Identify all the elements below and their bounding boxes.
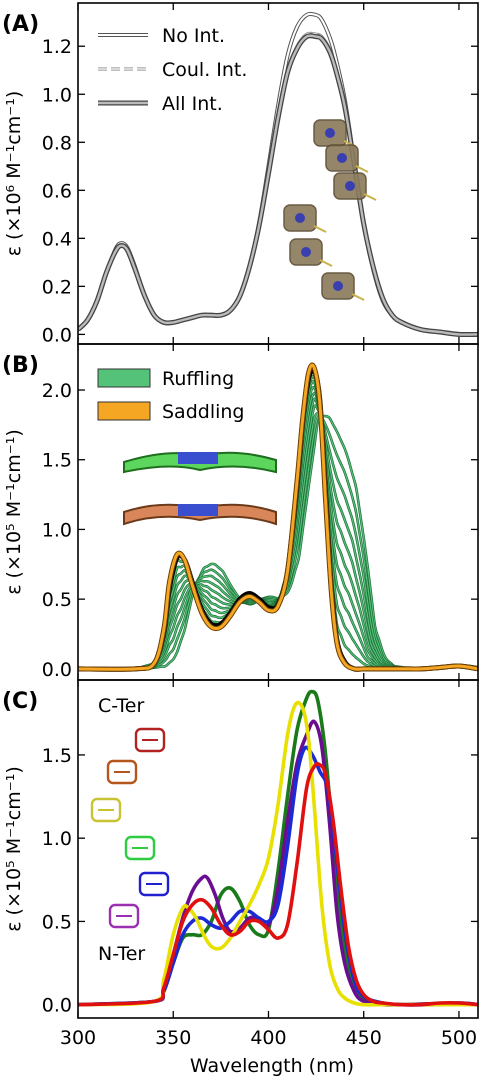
plot-area xyxy=(78,362,478,672)
porphyrin-sequence xyxy=(90,727,170,929)
legend-label: Coul. Int. xyxy=(162,59,247,81)
plot-area xyxy=(78,689,478,1007)
y-tick-label: 1.0 xyxy=(42,828,72,850)
ruffling-curve xyxy=(78,398,478,670)
porphyrin-center xyxy=(325,128,335,138)
panel-label: (B) xyxy=(2,353,39,378)
series-no-int-fill xyxy=(78,12,478,336)
y-axis-label: ε (×10⁵ M⁻¹cm⁻¹) xyxy=(3,766,25,932)
ruffling-curve xyxy=(78,412,478,670)
ruffling-curve xyxy=(78,380,478,670)
panel-a: 0.0 0.2 0.4 0.6 0.8 1.0 1.2(A) ε (×10⁶ M⁻¹cm⁻¹)… xyxy=(2,2,479,346)
series-4 xyxy=(78,761,478,1007)
porphyrin-glyph xyxy=(138,871,170,897)
porphyrin-linker xyxy=(351,293,365,301)
ruffling-curve-outline xyxy=(78,391,478,671)
porphyrin-center xyxy=(301,247,311,257)
legend-label: All Int. xyxy=(162,93,223,115)
porphyrin-center xyxy=(345,181,355,191)
y-tick-label: 0.5 xyxy=(42,911,72,933)
y-tick-label: 0.8 xyxy=(42,132,72,154)
series-no-int-outline xyxy=(78,11,478,337)
series-coul-int-dash xyxy=(78,32,478,336)
y-tick-label: 1.0 xyxy=(42,84,72,106)
saddled-core xyxy=(178,504,218,516)
x-tick-label: 500 xyxy=(441,1027,477,1049)
porphyrin-glyph xyxy=(106,759,138,785)
x-tick-label: 400 xyxy=(250,1027,286,1049)
ruffled-core xyxy=(178,452,218,464)
panel-c: 0.0 0.5 1.0 1.5 (C) ε (×10⁵ M⁻¹cm⁻¹) C-Ter N-Te… xyxy=(2,679,479,1019)
y-tick-label: 0.5 xyxy=(42,589,72,611)
y-tick-label: 0.0 xyxy=(42,995,72,1017)
series-saddling xyxy=(78,363,478,671)
panel-label: (C) xyxy=(2,689,38,714)
y-tick-label: 0.2 xyxy=(42,276,72,298)
porphyrin-structures xyxy=(123,451,277,526)
x-tick-label: 450 xyxy=(346,1027,382,1049)
x-tick-label: 300 xyxy=(60,1027,96,1049)
plot-frame xyxy=(77,679,479,1019)
legend-label: Saddling xyxy=(162,401,245,423)
ruffling-curve xyxy=(78,415,478,670)
panel-b: 0.0 0.5 1.0 1.5 2.0(B) ε (×10⁵ M⁻¹cm⁻¹) Ruffli… xyxy=(2,343,479,681)
y-tick-label: 1.2 xyxy=(42,36,72,58)
legend-swatch xyxy=(97,368,151,388)
porphyrin-glyph xyxy=(134,727,166,753)
ruffling-curve xyxy=(78,415,478,670)
x-tick-label: 350 xyxy=(155,1027,191,1049)
ruffling-curve-outline xyxy=(78,414,478,671)
plot-area xyxy=(78,11,478,338)
ruffling-curve-outline xyxy=(78,404,478,671)
x-axis-label: Wavelength (nm) xyxy=(190,1055,354,1077)
ruffling-curve-outline xyxy=(78,414,478,671)
porphyrin-center xyxy=(295,213,305,223)
y-tick-label: 2.0 xyxy=(42,380,72,402)
y-tick-label: 1.0 xyxy=(42,519,72,541)
panel-label: (A) xyxy=(2,12,39,37)
porphyrin-linker xyxy=(313,225,327,233)
porphyrin-glyph xyxy=(124,835,156,861)
series-all-int-outline xyxy=(78,33,478,338)
series-all-int-fill xyxy=(78,34,478,336)
series-2 xyxy=(78,745,478,1007)
ruffling-curve-outline xyxy=(78,411,478,671)
legend-label: Ruffling xyxy=(162,368,234,390)
porphyrin-stack-illustration xyxy=(283,119,377,301)
y-tick-label: 1.5 xyxy=(42,450,72,472)
series-coul-int-outline xyxy=(78,31,478,337)
ruffling-curve xyxy=(78,392,478,670)
ruffling-curve-outline xyxy=(78,386,478,671)
legend-swatch xyxy=(97,401,151,421)
porphyrin-linker xyxy=(319,259,333,267)
porphyrin-glyph xyxy=(90,797,122,823)
porphyrin-linker xyxy=(363,193,377,201)
porphyrin-linker xyxy=(355,165,369,173)
porphyrin-glyph xyxy=(108,903,140,929)
y-tick-label: 0.0 xyxy=(42,324,72,346)
ruffling-curve xyxy=(78,386,478,670)
series-1 xyxy=(78,719,478,1007)
porphyrin-center xyxy=(333,281,343,291)
y-tick-label: 1.5 xyxy=(42,745,72,767)
plot-frame xyxy=(77,2,479,345)
y-axis-label: ε (×10⁵ M⁻¹cm⁻¹) xyxy=(3,429,25,595)
y-tick-label: 0.0 xyxy=(42,659,72,681)
panels: 0.0 0.2 0.4 0.6 0.8 1.0 1.2(A) ε (×10⁶ M⁻¹cm⁻¹)… xyxy=(2,2,479,1049)
ruffling-curve-outline xyxy=(78,380,478,671)
y-tick-label: 0.4 xyxy=(42,228,72,250)
y-axis-label: ε (×10⁶ M⁻¹cm⁻¹) xyxy=(3,91,25,257)
porphyrin-center xyxy=(337,153,347,163)
legend: No Int. Coul. Int. All Int. xyxy=(98,25,247,115)
legend-label: No Int. xyxy=(162,25,225,47)
ruffling-curve-outline xyxy=(78,397,478,671)
legend: Ruffling Saddling xyxy=(97,368,245,423)
annotation-c-ter: C-Ter xyxy=(98,695,144,717)
ruffling-curve xyxy=(78,404,478,670)
annotation-n-ter: N-Ter xyxy=(98,943,145,965)
y-tick-label: 0.6 xyxy=(42,180,72,202)
